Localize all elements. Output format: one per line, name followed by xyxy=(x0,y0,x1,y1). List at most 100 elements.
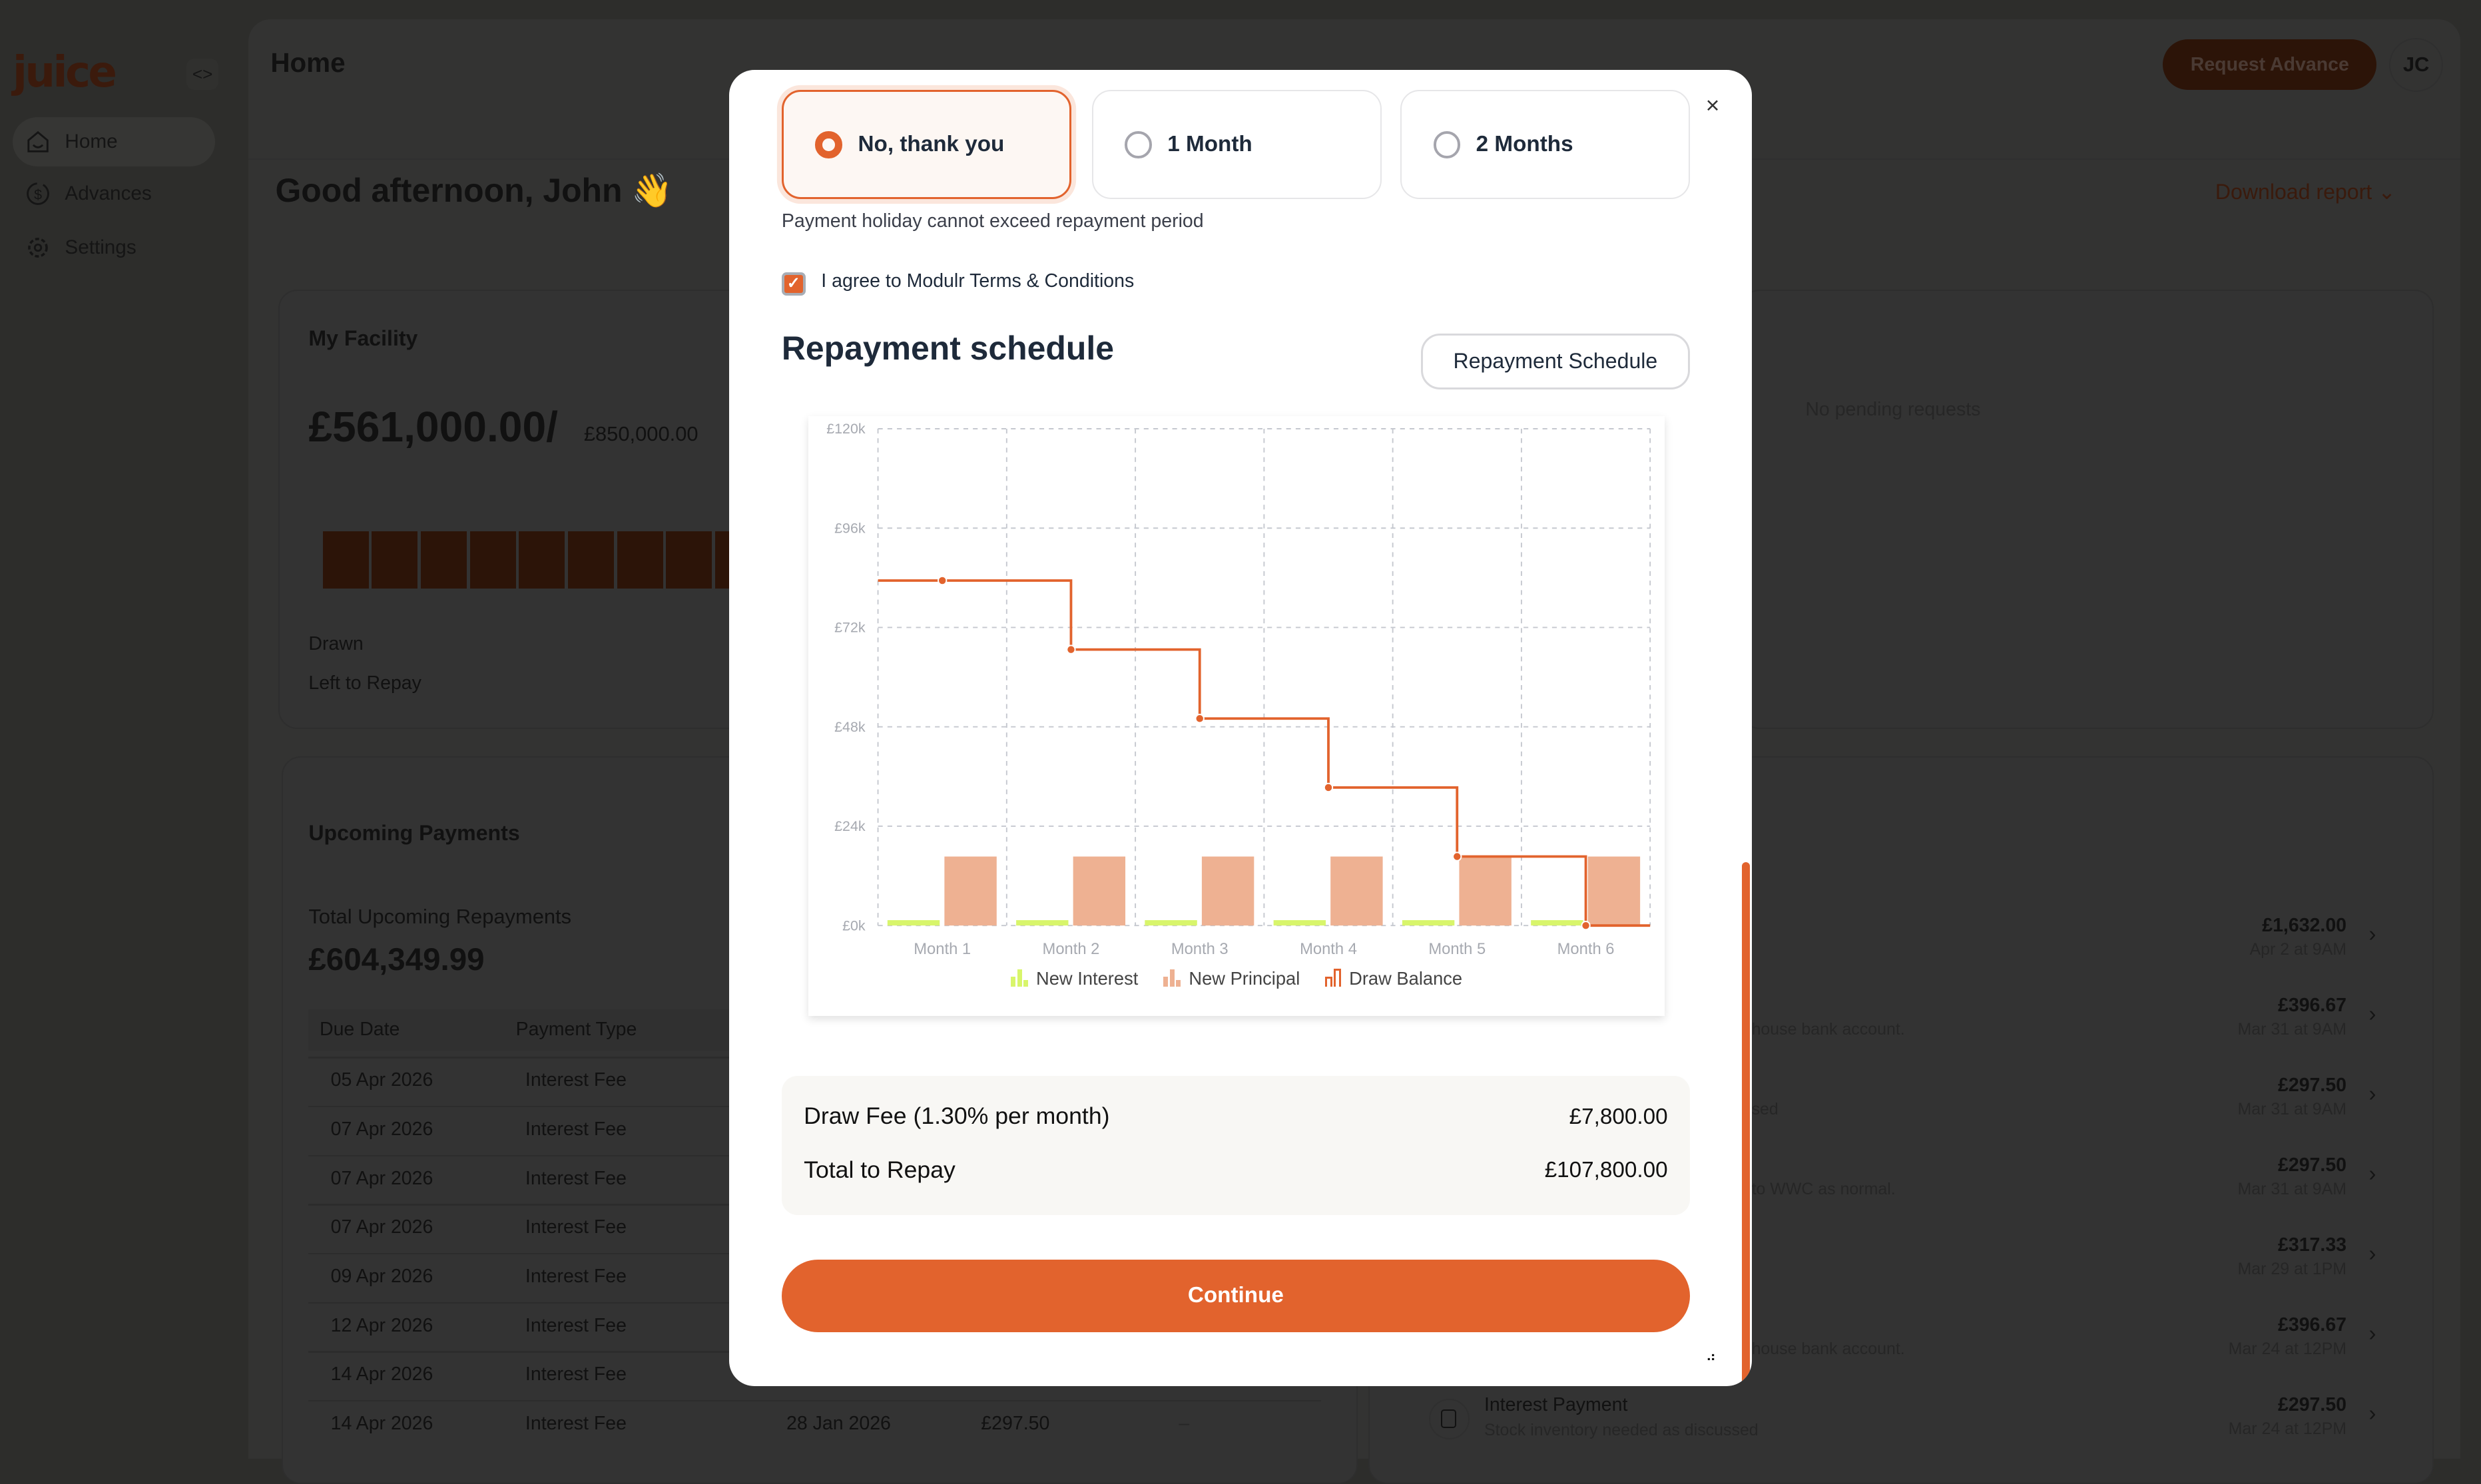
download-report-dropdown[interactable]: Download report ⌄ xyxy=(2215,179,2396,204)
repayment-chart: £0k £24k £48k £72k £96k £120k Month 1 Month 2 Mo… xyxy=(808,415,1665,1016)
modal-scrollbar[interactable] xyxy=(1742,862,1751,1386)
progress-segment xyxy=(322,531,369,589)
radio-selected-icon xyxy=(815,131,842,158)
legend-label: New Interest xyxy=(1036,968,1139,989)
total-repay-label: Total to Repay xyxy=(804,1156,956,1184)
amount-cell: £297.50 xyxy=(981,1413,1050,1435)
repayment-schedule-title: Repayment schedule xyxy=(781,330,1114,368)
draw-balance-point xyxy=(1452,852,1462,862)
facility-title: My Facility xyxy=(308,326,418,350)
step-line-icon xyxy=(1325,968,1342,987)
request-advance-button[interactable]: Request Advance xyxy=(2163,39,2377,91)
payment-type-cell: Interest Fee xyxy=(525,1216,627,1238)
facility-drawn-amount: £561,000.00/ xyxy=(308,402,558,451)
close-icon[interactable]: × xyxy=(1705,91,1720,119)
progress-segment xyxy=(421,531,467,589)
activity-date: Mar 31 at 9AM xyxy=(2237,1019,2347,1039)
payment-type-cell: Interest Fee xyxy=(525,1167,627,1189)
chevron-right-icon[interactable]: › xyxy=(2368,1401,2376,1427)
x-tick-label: Month 1 xyxy=(914,940,971,958)
y-tick-label: £72k xyxy=(834,620,866,636)
activity-amount: £317.33 xyxy=(2278,1234,2347,1256)
legend-label: Draw Balance xyxy=(1349,968,1463,989)
due-date-cell: 07 Apr 2026 xyxy=(330,1118,433,1140)
chevron-right-icon[interactable]: › xyxy=(2368,1082,2376,1107)
activity-description: to WWC as normal. xyxy=(1751,1179,1896,1198)
draw-balance-point xyxy=(1581,920,1591,931)
continue-button[interactable]: Continue xyxy=(781,1259,1690,1332)
progress-segment xyxy=(617,531,663,589)
legend-new-interest[interactable]: New Interest xyxy=(1011,968,1138,989)
y-tick-label: £120k xyxy=(827,421,866,437)
payment-holiday-modal: No, thank you 1 Month 2 Months × Payment… xyxy=(729,69,1752,1386)
progress-segment xyxy=(519,531,565,589)
activity-date: Mar 24 at 12PM xyxy=(2228,1339,2347,1358)
dollar-refresh-icon: $ xyxy=(27,182,49,205)
fee-summary: Draw Fee (1.30% per month) £7,800.00 Tot… xyxy=(781,1075,1690,1215)
payment-type-cell: Interest Fee xyxy=(525,1118,627,1140)
option-label: 2 Months xyxy=(1476,132,1573,157)
avatar[interactable]: JC xyxy=(2389,38,2443,92)
drawn-label: Drawn xyxy=(308,632,364,654)
holiday-hint: Payment holiday cannot exceed repayment … xyxy=(781,210,1204,232)
activity-description: house bank account. xyxy=(1751,1019,1905,1039)
principal-bar xyxy=(1330,856,1383,926)
chevron-right-icon[interactable]: › xyxy=(2368,922,2376,947)
x-tick-label: Month 4 xyxy=(1300,940,1357,958)
legend-label: New Principal xyxy=(1189,968,1300,989)
legend-draw-balance[interactable]: Draw Balance xyxy=(1325,968,1462,989)
bar-chart-icon xyxy=(1011,969,1029,987)
due-date-cell: 12 Apr 2026 xyxy=(330,1314,433,1336)
draw-fee-label: Draw Fee (1.30% per month) xyxy=(804,1103,1110,1130)
activity-amount: £297.50 xyxy=(2278,1154,2347,1176)
principal-bar xyxy=(944,856,997,926)
collapse-sidebar-button[interactable]: <> xyxy=(186,58,218,91)
payment-type-cell: Interest Fee xyxy=(525,1413,627,1435)
sidebar-item-home[interactable]: Home xyxy=(13,117,216,166)
chevron-right-icon[interactable]: › xyxy=(2368,1162,2376,1187)
progress-segment xyxy=(469,531,516,589)
resize-handle-icon[interactable]: ⣠ xyxy=(1705,1344,1717,1361)
column-header-due-date: Due Date xyxy=(320,1019,400,1041)
total-upcoming-value: £604,349.99 xyxy=(308,941,485,977)
juice-logo: juice xyxy=(13,47,117,98)
activity-amount: £297.50 xyxy=(2278,1074,2347,1096)
activity-amount: £297.50 xyxy=(2278,1393,2347,1415)
sidebar-item-settings[interactable]: Settings xyxy=(13,223,215,272)
terms-label[interactable]: I agree to Modulr Terms & Conditions xyxy=(821,270,1135,292)
legend-new-principal[interactable]: New Principal xyxy=(1163,968,1300,989)
payment-type-cell: Interest Fee xyxy=(525,1266,627,1288)
x-tick-label: Month 6 xyxy=(1557,940,1615,958)
chart-svg: £0k £24k £48k £72k £96k £120k Month 1 Month 2 Mo… xyxy=(827,421,1651,958)
radio-icon xyxy=(1433,131,1460,158)
activity-date: Mar 24 at 12PM xyxy=(2228,1419,2347,1438)
draw-fee-value: £7,800.00 xyxy=(1569,1104,1668,1129)
radio-icon xyxy=(1125,131,1152,158)
archive-icon xyxy=(1428,1398,1470,1439)
interest-bar xyxy=(1273,920,1326,926)
draw-balance-point xyxy=(1066,644,1076,654)
sidebar-item-label: Advances xyxy=(65,182,152,205)
date-cell: 28 Jan 2026 xyxy=(786,1413,891,1435)
no-pending-text: No pending requests xyxy=(1805,398,1981,420)
payment-type-cell: Interest Fee xyxy=(525,1363,627,1385)
x-tick-label: Month 2 xyxy=(1043,940,1100,958)
progress-segment xyxy=(372,531,418,589)
option-no-thank-you[interactable]: No, thank you xyxy=(781,90,1071,200)
total-upcoming-label: Total Upcoming Repayments xyxy=(308,905,572,929)
payment-type-cell: Interest Fee xyxy=(525,1314,627,1336)
option-2-months[interactable]: 2 Months xyxy=(1400,90,1690,200)
repayment-schedule-button[interactable]: Repayment Schedule xyxy=(1420,334,1690,389)
activity-date: Mar 29 at 1PM xyxy=(2237,1259,2347,1278)
chevron-right-icon[interactable]: › xyxy=(2368,1242,2376,1267)
option-1-month[interactable]: 1 Month xyxy=(1091,90,1382,200)
due-date-cell: 07 Apr 2026 xyxy=(330,1167,433,1189)
chevron-right-icon[interactable]: › xyxy=(2368,1002,2376,1027)
activity-amount: £396.67 xyxy=(2278,1314,2347,1336)
principal-bar xyxy=(1073,856,1126,926)
terms-checkbox[interactable]: ✓ xyxy=(781,272,806,296)
sidebar-item-advances[interactable]: $ Advances xyxy=(13,169,215,218)
progress-segment xyxy=(666,531,712,589)
activity-date: Mar 31 at 9AM xyxy=(2237,1099,2347,1118)
chevron-right-icon[interactable]: › xyxy=(2368,1322,2376,1347)
